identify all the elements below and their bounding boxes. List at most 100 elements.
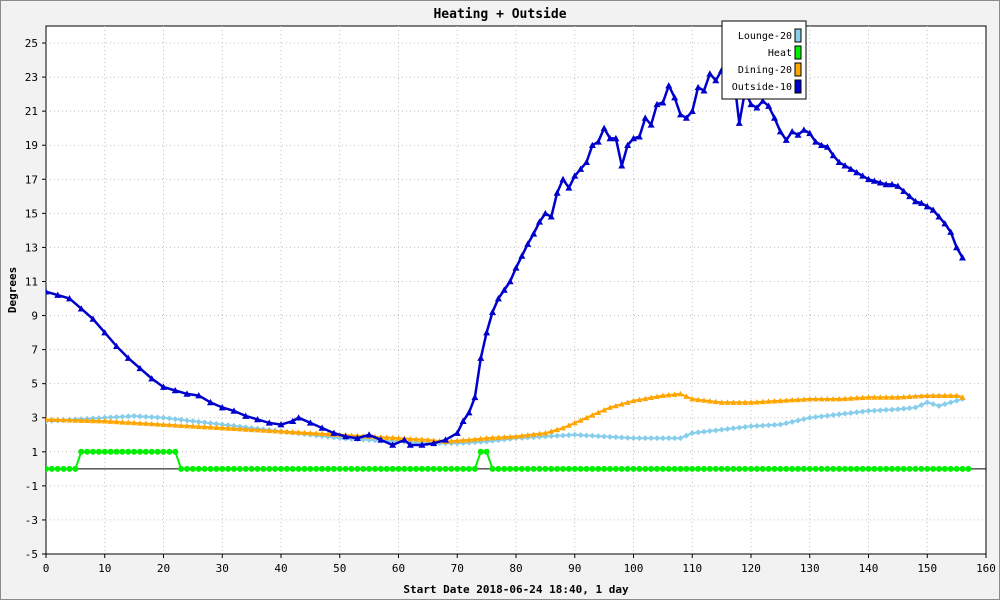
data-point	[495, 465, 502, 472]
data-point	[219, 421, 226, 428]
data-point	[524, 240, 532, 247]
data-point	[607, 465, 613, 472]
data-point	[501, 434, 508, 440]
data-point	[125, 419, 132, 425]
data-point	[189, 418, 196, 425]
data-point	[72, 417, 79, 423]
data-point	[460, 437, 467, 443]
data-point	[583, 414, 590, 421]
data-point	[677, 390, 684, 397]
data-point	[894, 465, 901, 472]
data-point	[442, 436, 449, 443]
data-point	[489, 434, 496, 441]
data-point	[248, 465, 255, 472]
data-point	[894, 182, 902, 189]
data-point	[912, 404, 919, 411]
data-point	[847, 395, 854, 401]
data-point	[278, 428, 284, 434]
data-point	[630, 465, 637, 472]
data-point	[184, 417, 190, 424]
data-point	[853, 168, 861, 176]
data-point	[66, 465, 73, 472]
data-point	[495, 434, 502, 440]
data-point	[547, 213, 555, 220]
data-point	[137, 420, 143, 426]
data-point	[113, 448, 120, 455]
data-point	[513, 465, 519, 472]
data-point	[125, 448, 132, 455]
series-dining-20	[46, 390, 966, 444]
data-point	[818, 141, 825, 149]
data-point	[712, 465, 719, 472]
data-point	[189, 423, 196, 429]
data-point	[789, 397, 796, 403]
data-point	[947, 392, 954, 398]
data-point	[119, 413, 126, 420]
data-point	[642, 395, 649, 402]
data-point	[730, 465, 737, 472]
data-point	[718, 426, 725, 433]
data-point	[413, 436, 420, 442]
data-point	[701, 428, 707, 435]
data-point	[48, 465, 55, 472]
data-point	[518, 465, 525, 472]
data-point	[400, 436, 408, 443]
data-point	[154, 448, 161, 455]
data-point	[225, 465, 232, 472]
data-point	[254, 427, 261, 433]
data-point	[612, 402, 619, 409]
data-point	[78, 448, 85, 455]
data-point	[213, 465, 220, 472]
data-point	[260, 465, 267, 472]
data-point	[601, 433, 608, 440]
y-tick-label: 3	[31, 412, 38, 425]
data-point	[748, 465, 754, 472]
data-point	[466, 465, 472, 472]
data-point	[635, 133, 643, 140]
data-point	[207, 424, 214, 430]
data-point	[207, 398, 214, 406]
data-point	[588, 141, 596, 149]
data-point	[554, 426, 561, 433]
data-point	[735, 119, 743, 126]
data-point	[870, 177, 878, 184]
y-tick-label: 13	[25, 241, 38, 254]
data-point	[671, 94, 679, 101]
data-point	[906, 405, 913, 412]
data-point	[853, 394, 860, 401]
data-point	[530, 431, 537, 437]
data-point	[771, 114, 778, 121]
data-point	[571, 465, 578, 472]
x-tick-label: 150	[917, 562, 937, 575]
y-tick-label: 15	[25, 207, 38, 220]
y-axis-label: Degrees	[6, 267, 19, 313]
data-point	[889, 406, 895, 413]
data-point	[771, 421, 778, 428]
data-point	[325, 465, 331, 472]
data-point	[471, 465, 478, 472]
data-point	[947, 465, 954, 472]
data-point	[777, 465, 784, 472]
data-point	[783, 420, 790, 427]
data-point	[319, 430, 326, 437]
x-tick-label: 110	[682, 562, 702, 575]
data-point	[242, 426, 249, 432]
data-point	[442, 465, 449, 472]
y-tick-label: 21	[25, 105, 38, 118]
data-point	[800, 396, 807, 402]
data-point	[965, 465, 972, 472]
legend-label: Dining-20	[738, 65, 792, 76]
data-point	[354, 465, 361, 472]
data-point	[947, 399, 954, 406]
data-point	[78, 417, 85, 423]
y-tick-label: 23	[25, 71, 38, 84]
data-point	[612, 434, 619, 441]
data-point	[800, 416, 807, 423]
data-point	[930, 465, 937, 472]
data-point	[365, 431, 373, 438]
data-point	[594, 138, 602, 145]
data-point	[183, 390, 191, 397]
legend-label: Outside-10	[732, 82, 792, 93]
data-point	[330, 465, 337, 472]
y-tick-label: 7	[31, 344, 38, 357]
